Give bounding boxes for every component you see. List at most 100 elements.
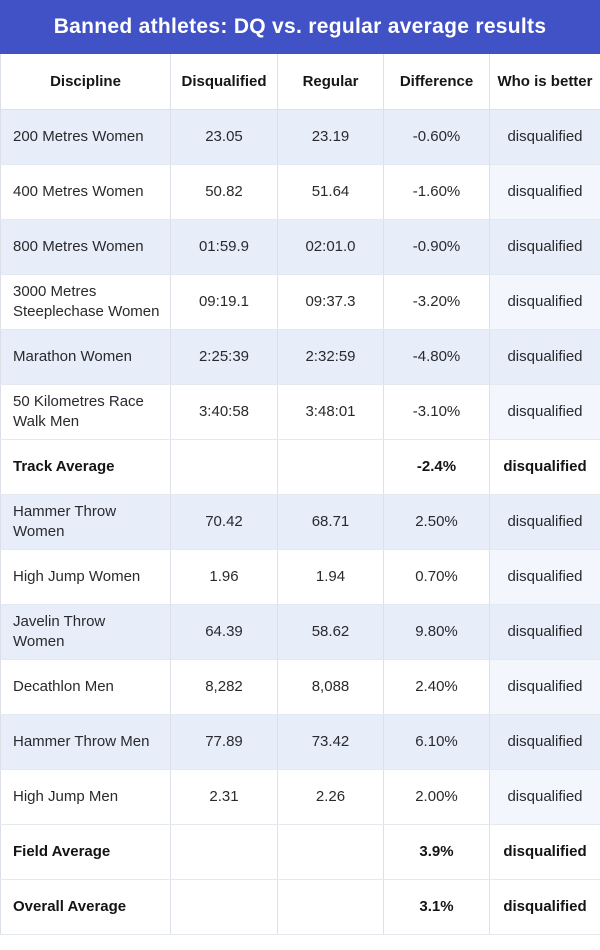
discipline-cell: Overall Average bbox=[0, 879, 171, 935]
who-is-better-cell: disqualified bbox=[489, 604, 600, 660]
table-row: Field Average 3.9% disqualified bbox=[0, 824, 600, 880]
disqualified-cell: 2:25:39 bbox=[170, 329, 278, 385]
who-is-better-cell: disqualified bbox=[489, 439, 600, 495]
regular-cell: 8,088 bbox=[277, 659, 384, 715]
table-row: Hammer Throw Men 77.89 73.42 6.10% disqualif… bbox=[0, 714, 600, 770]
discipline-cell: 50 Kilometres Race Walk Men bbox=[0, 384, 171, 440]
who-is-better-cell: disqualified bbox=[489, 274, 600, 330]
page-title: Banned athletes: DQ vs. regular average … bbox=[53, 15, 547, 38]
regular-cell bbox=[277, 879, 384, 935]
discipline-cell: High Jump Men bbox=[0, 769, 171, 825]
title-banner: Banned athletes: DQ vs. regular average … bbox=[0, 0, 600, 54]
who-is-better-cell: disqualified bbox=[489, 384, 600, 440]
who-is-better-cell: disqualified bbox=[489, 549, 600, 605]
col-header-discipline: Discipline bbox=[0, 54, 171, 110]
regular-cell: 1.94 bbox=[277, 549, 384, 605]
discipline-cell: Track Average bbox=[0, 439, 171, 495]
difference-cell: 0.70% bbox=[383, 549, 490, 605]
disqualified-cell bbox=[170, 879, 278, 935]
difference-cell: -0.60% bbox=[383, 109, 490, 165]
col-header-who-is-better: Who is better bbox=[489, 54, 600, 110]
regular-cell: 68.71 bbox=[277, 494, 384, 550]
regular-cell bbox=[277, 439, 384, 495]
difference-cell: 3.9% bbox=[383, 824, 490, 880]
disqualified-cell: 3:40:58 bbox=[170, 384, 278, 440]
table-row: High Jump Women 1.96 1.94 0.70% disqualified bbox=[0, 549, 600, 605]
discipline-cell: 200 Metres Women bbox=[0, 109, 171, 165]
difference-cell: -3.20% bbox=[383, 274, 490, 330]
discipline-cell: Field Average bbox=[0, 824, 171, 880]
difference-cell: 2.00% bbox=[383, 769, 490, 825]
discipline-cell: Hammer Throw Men bbox=[0, 714, 171, 770]
disqualified-cell: 50.82 bbox=[170, 164, 278, 220]
who-is-better-cell: disqualified bbox=[489, 824, 600, 880]
disqualified-cell: 8,282 bbox=[170, 659, 278, 715]
difference-cell: -0.90% bbox=[383, 219, 490, 275]
disqualified-cell: 23.05 bbox=[170, 109, 278, 165]
disqualified-cell: 1.96 bbox=[170, 549, 278, 605]
results-table: Discipline Disqualified Regular Differen… bbox=[0, 54, 600, 935]
table-row: 400 Metres Women 50.82 51.64 -1.60% disquali… bbox=[0, 164, 600, 220]
regular-cell: 58.62 bbox=[277, 604, 384, 660]
difference-cell: 2.50% bbox=[383, 494, 490, 550]
regular-cell: 51.64 bbox=[277, 164, 384, 220]
who-is-better-cell: disqualified bbox=[489, 164, 600, 220]
who-is-better-cell: disqualified bbox=[489, 879, 600, 935]
who-is-better-cell: disqualified bbox=[489, 329, 600, 385]
table-row: Track Average -2.4% disqualified bbox=[0, 439, 600, 495]
difference-cell: 2.40% bbox=[383, 659, 490, 715]
table-row: 200 Metres Women 23.05 23.19 -0.60% disquali… bbox=[0, 109, 600, 165]
table-row: High Jump Men 2.31 2.26 2.00% disqualified bbox=[0, 769, 600, 825]
who-is-better-cell: disqualified bbox=[489, 659, 600, 715]
disqualified-cell: 2.31 bbox=[170, 769, 278, 825]
who-is-better-cell: disqualified bbox=[489, 219, 600, 275]
regular-cell: 09:37.3 bbox=[277, 274, 384, 330]
header-row: Discipline Disqualified Regular Differen… bbox=[0, 54, 600, 110]
discipline-cell: Hammer Throw Women bbox=[0, 494, 171, 550]
disqualified-cell: 77.89 bbox=[170, 714, 278, 770]
difference-cell: -2.4% bbox=[383, 439, 490, 495]
col-header-disqualified: Disqualified bbox=[170, 54, 278, 110]
table-row: 800 Metres Women 01:59.9 02:01.0 -0.90% disq… bbox=[0, 219, 600, 275]
disqualified-cell: 70.42 bbox=[170, 494, 278, 550]
regular-cell: 3:48:01 bbox=[277, 384, 384, 440]
discipline-cell: 800 Metres Women bbox=[0, 219, 171, 275]
discipline-cell: Marathon Women bbox=[0, 329, 171, 385]
table-row: Decathlon Men 8,282 8,088 2.40% disqualified bbox=[0, 659, 600, 715]
table-row: 50 Kilometres Race Walk Men 3:40:58 3:48:0… bbox=[0, 384, 600, 440]
difference-cell: -3.10% bbox=[383, 384, 490, 440]
col-header-difference: Difference bbox=[383, 54, 490, 110]
col-header-regular: Regular bbox=[277, 54, 384, 110]
regular-cell: 73.42 bbox=[277, 714, 384, 770]
regular-cell: 2:32:59 bbox=[277, 329, 384, 385]
disqualified-cell: 09:19.1 bbox=[170, 274, 278, 330]
disqualified-cell bbox=[170, 439, 278, 495]
regular-cell bbox=[277, 824, 384, 880]
difference-cell: -4.80% bbox=[383, 329, 490, 385]
who-is-better-cell: disqualified bbox=[489, 494, 600, 550]
disqualified-cell bbox=[170, 824, 278, 880]
difference-cell: 6.10% bbox=[383, 714, 490, 770]
disqualified-cell: 64.39 bbox=[170, 604, 278, 660]
table-row: Marathon Women 2:25:39 2:32:59 -4.80% disqua… bbox=[0, 329, 600, 385]
table-row: 3000 Metres Steeplechase Women 09:19.1 09:… bbox=[0, 274, 600, 330]
discipline-cell: Decathlon Men bbox=[0, 659, 171, 715]
table-row: Hammer Throw Women 70.42 68.71 2.50% disqual… bbox=[0, 494, 600, 550]
discipline-cell: High Jump Women bbox=[0, 549, 171, 605]
difference-cell: -1.60% bbox=[383, 164, 490, 220]
discipline-cell: 3000 Metres Steeplechase Women bbox=[0, 274, 171, 330]
who-is-better-cell: disqualified bbox=[489, 109, 600, 165]
discipline-cell: Javelin Throw Women bbox=[0, 604, 171, 660]
table-row: Javelin Throw Women 64.39 58.62 9.80% disqua… bbox=[0, 604, 600, 660]
difference-cell: 9.80% bbox=[383, 604, 490, 660]
table-body: 200 Metres Women 23.05 23.19 -0.60% disquali… bbox=[0, 109, 600, 935]
disqualified-cell: 01:59.9 bbox=[170, 219, 278, 275]
who-is-better-cell: disqualified bbox=[489, 769, 600, 825]
regular-cell: 23.19 bbox=[277, 109, 384, 165]
who-is-better-cell: disqualified bbox=[489, 714, 600, 770]
regular-cell: 2.26 bbox=[277, 769, 384, 825]
discipline-cell: 400 Metres Women bbox=[0, 164, 171, 220]
regular-cell: 02:01.0 bbox=[277, 219, 384, 275]
table-row: Overall Average 3.1% disqualified bbox=[0, 879, 600, 935]
